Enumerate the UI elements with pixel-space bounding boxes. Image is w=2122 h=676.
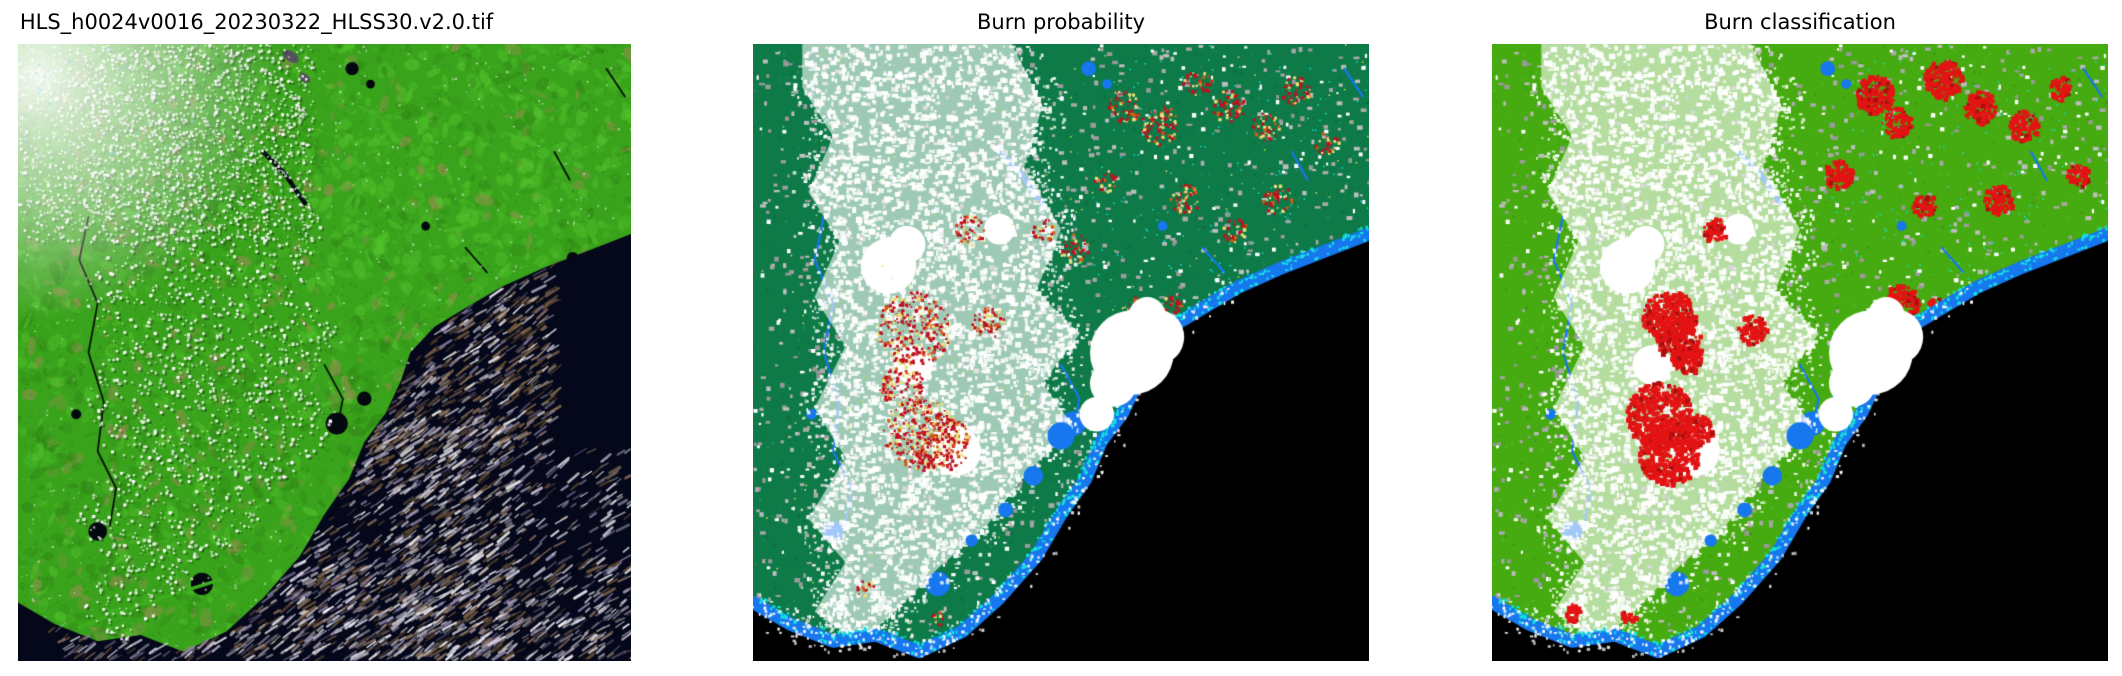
burn-classification-image [1492, 44, 2108, 661]
panel-title-burn-probability: Burn probability [976, 10, 1145, 34]
panel-true-color: HLS_h0024v0016_20230322_HLSS30.v2.0.tif [18, 10, 631, 661]
panel-title-burn-classification: Burn classification [1704, 10, 1896, 34]
panel-burn-probability: Burn probability [753, 10, 1369, 661]
panel-burn-classification: Burn classification [1492, 10, 2108, 661]
panel-title-true-color: HLS_h0024v0016_20230322_HLSS30.v2.0.tif [19, 10, 494, 34]
true-color-image [18, 44, 631, 661]
burn-probability-image [753, 44, 1369, 661]
